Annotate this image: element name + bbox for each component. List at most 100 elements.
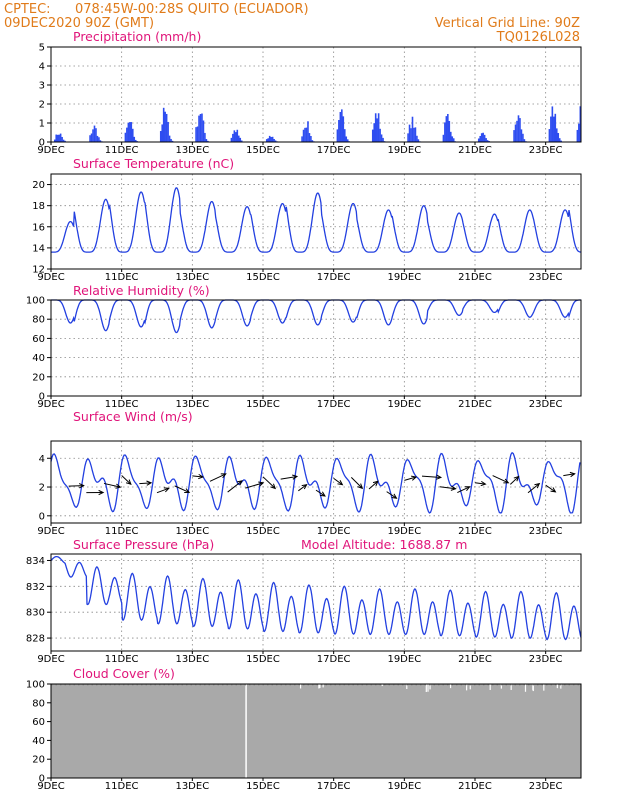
wind-arrow <box>68 485 84 487</box>
precip-bar <box>551 106 554 142</box>
panel-4: Surface Pressure (hPa) Model Altitude: 16… <box>26 537 582 665</box>
wind-arrow <box>457 486 470 493</box>
precip-bar <box>159 131 162 142</box>
x-tick-label: 17DEC <box>317 399 351 410</box>
x-tick-label: 19DEC <box>387 526 421 537</box>
precip-bar <box>239 137 242 142</box>
cloud-notch <box>427 684 429 692</box>
cloud-notch <box>543 684 545 691</box>
precip-bar <box>477 138 480 142</box>
header-datetime: 09DEC2020 90Z (GMT) <box>4 16 154 31</box>
wind-arrow-head <box>292 474 299 480</box>
x-tick-label: 23DEC <box>529 781 563 792</box>
precip-bar <box>235 132 237 142</box>
y-tick-label: 80 <box>32 315 45 326</box>
x-tick-label: 19DEC <box>387 654 421 665</box>
x-tick-label: 17DEC <box>317 654 351 665</box>
y-tick-label: 832 <box>26 582 45 593</box>
x-tick-label: 13DEC <box>175 399 209 410</box>
precip-bar <box>452 138 455 142</box>
precip-bar <box>377 113 380 142</box>
precip-bar <box>161 124 164 142</box>
panel-title: Surface Temperature (nC) <box>73 156 234 171</box>
wind-arrow <box>245 482 264 489</box>
wind-arrow-head <box>146 480 153 486</box>
wind-arrow-head <box>270 483 277 490</box>
precip-bar <box>273 138 275 142</box>
cloud-notch <box>466 684 468 691</box>
precip-bar <box>555 128 558 142</box>
wind-arrow-head <box>436 474 443 480</box>
precip-bar <box>414 127 417 142</box>
x-tick-label: 9DEC <box>37 145 64 156</box>
x-tick-label: 23DEC <box>529 654 563 665</box>
precip-bar <box>265 139 268 142</box>
precip-bar <box>514 124 517 142</box>
x-tick-label: 15DEC <box>246 526 280 537</box>
precip-bar <box>307 121 309 142</box>
panel-title: Cloud Cover (%) <box>73 666 175 681</box>
cloud-notch <box>524 684 527 692</box>
precip-bar <box>554 113 557 142</box>
wind-arrow-head <box>357 483 364 490</box>
cloud-notch <box>318 684 320 689</box>
precip-bar <box>445 116 448 142</box>
y-tick-label: 14 <box>32 243 45 254</box>
precip-bar <box>201 113 203 142</box>
y-tick-label: 18 <box>32 201 45 212</box>
cloud-notch <box>560 684 562 689</box>
precip-bar <box>578 123 580 142</box>
wind-arrow <box>421 475 441 478</box>
precip-bar <box>311 140 314 142</box>
x-tick-label: 13DEC <box>175 145 209 156</box>
y-tick-label: 5 <box>39 43 45 54</box>
wind-arrow <box>121 475 132 485</box>
precip-bar <box>195 127 197 142</box>
panel-frame <box>50 173 582 270</box>
cloud-notch <box>299 684 302 689</box>
wind-arrow <box>474 482 486 485</box>
precip-bar <box>196 126 199 142</box>
x-tick-label: 21DEC <box>458 781 492 792</box>
x-tick-label: 17DEC <box>317 272 351 283</box>
header-location: 078:45W-00:28S QUITO (ECUADOR) <box>75 2 309 17</box>
precip-bar <box>371 129 374 142</box>
wind-arrow <box>563 473 575 477</box>
precip-bar <box>579 106 582 142</box>
cloud-notch <box>556 684 558 689</box>
precip-bar <box>557 133 560 142</box>
panel-title: Surface Pressure (hPa) <box>73 537 214 552</box>
header-source: CPTEC: <box>4 2 51 17</box>
precip-bar <box>516 120 518 142</box>
wind-arrow <box>298 484 307 492</box>
wind-arrow-head <box>503 478 510 484</box>
precip-bar <box>517 115 520 142</box>
precip-bar <box>165 113 168 142</box>
cloud-notch <box>469 684 471 690</box>
y-tick-label: 4 <box>39 62 45 73</box>
precip-bar <box>126 127 128 142</box>
wind-arrow-head <box>98 489 105 496</box>
precip-bar <box>274 140 277 142</box>
precip-bar <box>520 129 523 142</box>
x-tick-label: 9DEC <box>37 399 64 410</box>
x-tick-label: 21DEC <box>458 526 492 537</box>
precip-bar <box>124 132 127 142</box>
panel-title: Precipitation (mm/h) <box>73 29 201 44</box>
precip-bar <box>64 140 66 142</box>
y-tick-label: 100 <box>26 296 45 307</box>
precip-bar <box>199 114 202 142</box>
wind-arrow-head <box>450 485 457 491</box>
y-tick-label: 40 <box>32 736 45 747</box>
x-tick-label: 17DEC <box>317 145 351 156</box>
wind-arrow-head <box>220 473 227 479</box>
wind-speed-line <box>50 451 581 514</box>
model-altitude: Model Altitude: 1688.87 m <box>301 537 467 552</box>
x-tick-label: 19DEC <box>387 781 421 792</box>
wind-arrow <box>103 482 121 488</box>
precip-bar <box>127 122 130 142</box>
y-tick-label: 0 <box>39 392 45 403</box>
precip-bar <box>522 133 524 142</box>
precip-bar <box>301 136 303 142</box>
precip-bar <box>134 139 137 142</box>
